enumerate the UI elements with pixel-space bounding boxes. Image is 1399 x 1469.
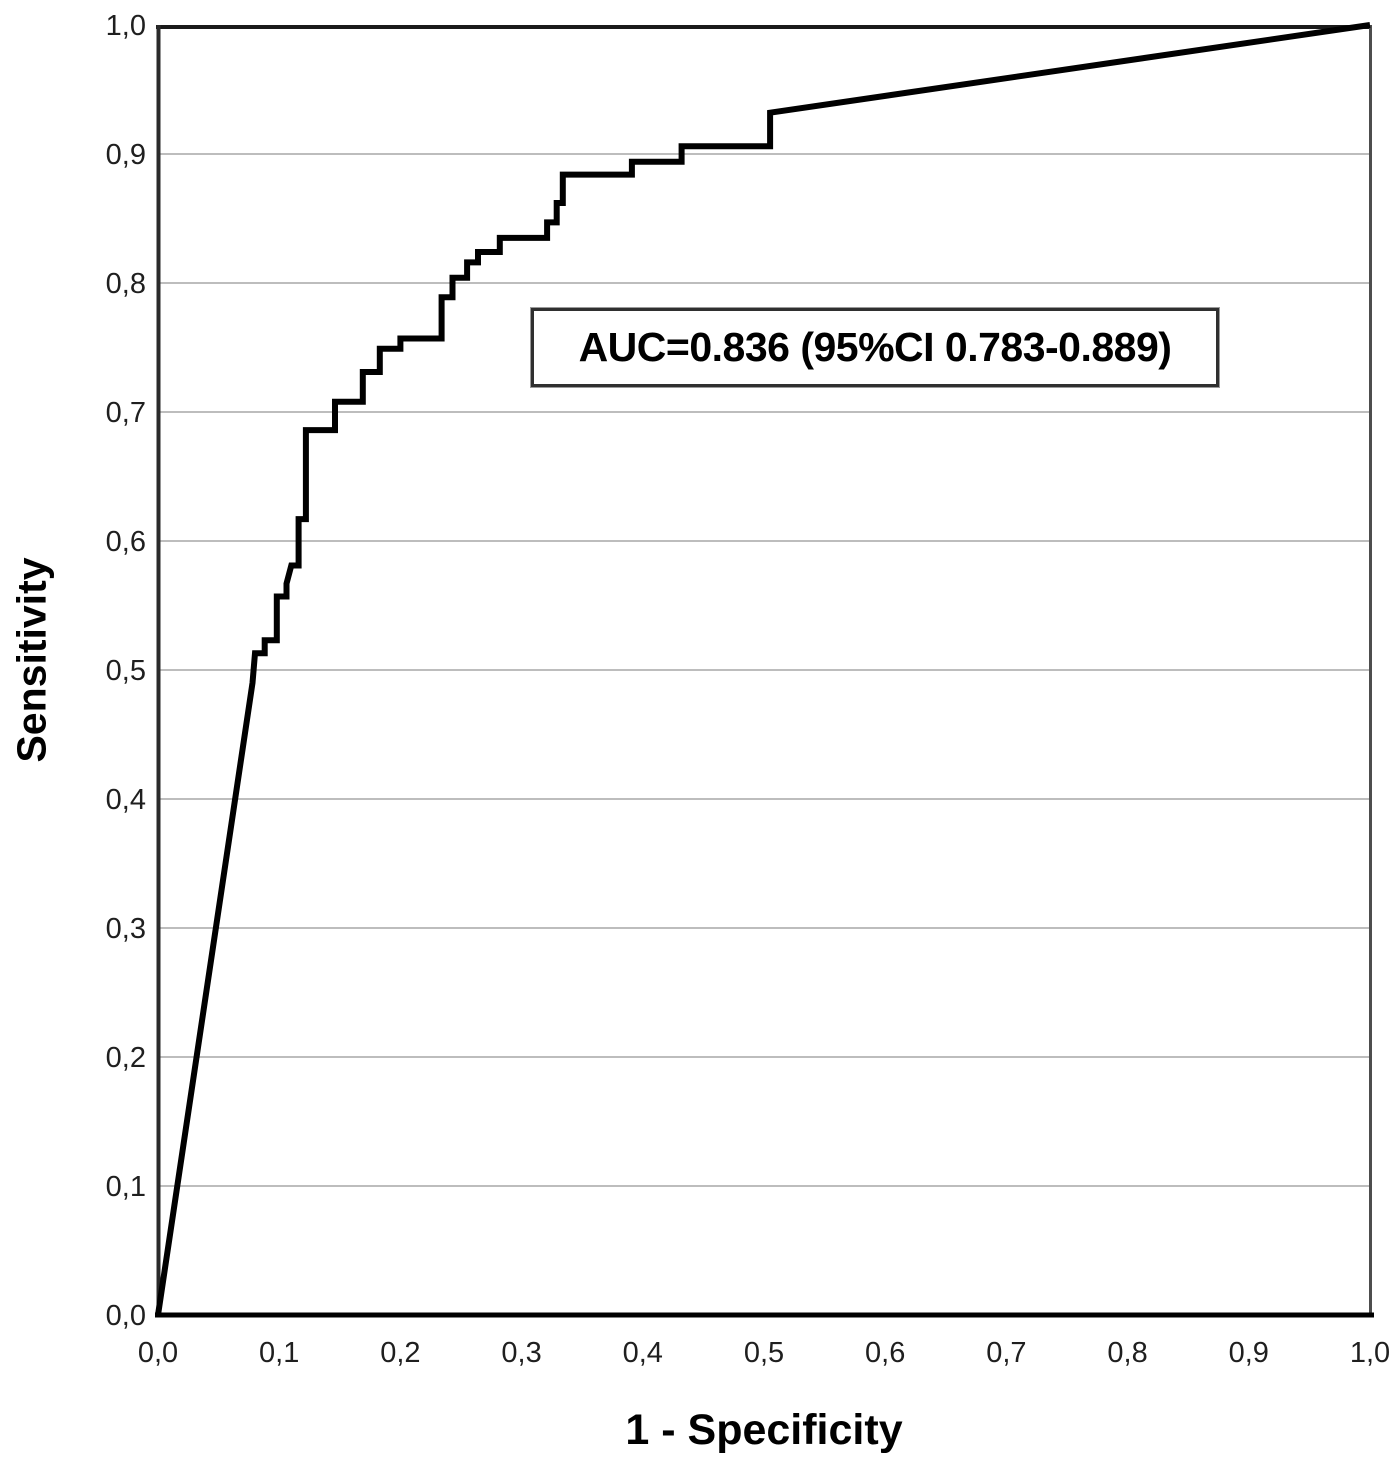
x-tick-label: 0,7 — [986, 1337, 1026, 1369]
y-tick-label: 0,7 — [106, 397, 146, 429]
x-tick-label: 0,1 — [259, 1337, 299, 1369]
y-tick-label: 0,1 — [106, 1171, 146, 1203]
auc-annotation-text: AUC=0.836 (95%CI 0.783-0.889) — [578, 324, 1172, 370]
x-tick-label: 0,9 — [1229, 1337, 1269, 1369]
x-axis-title: 1 - Specificity — [625, 1406, 903, 1454]
y-tick-label: 0,3 — [106, 913, 146, 945]
x-tick-label: 0,5 — [744, 1337, 784, 1369]
x-tick-label: 0,6 — [865, 1337, 905, 1369]
x-tick-label: 1,0 — [1350, 1337, 1390, 1369]
y-tick-label: 0,2 — [106, 1042, 146, 1074]
y-tick-label: 1,0 — [106, 10, 146, 42]
auc-annotation-box: AUC=0.836 (95%CI 0.783-0.889) — [530, 307, 1220, 388]
y-tick-label: 0,6 — [106, 526, 146, 558]
y-tick-label: 0,8 — [106, 268, 146, 300]
x-tick-label: 0,0 — [138, 1337, 178, 1369]
y-tick-label: 0,9 — [106, 139, 146, 171]
y-axis-title: Sensitivity — [8, 557, 55, 763]
y-tick-label: 0,5 — [106, 655, 146, 687]
x-tick-label: 0,3 — [501, 1337, 541, 1369]
y-tick-label: 0,4 — [106, 784, 146, 816]
x-tick-label: 0,4 — [623, 1337, 663, 1369]
y-tick-label: 0,0 — [106, 1300, 146, 1332]
x-tick-label: 0,8 — [1107, 1337, 1147, 1369]
roc-curve — [155, 22, 1371, 1316]
x-tick-label: 0,2 — [380, 1337, 420, 1369]
